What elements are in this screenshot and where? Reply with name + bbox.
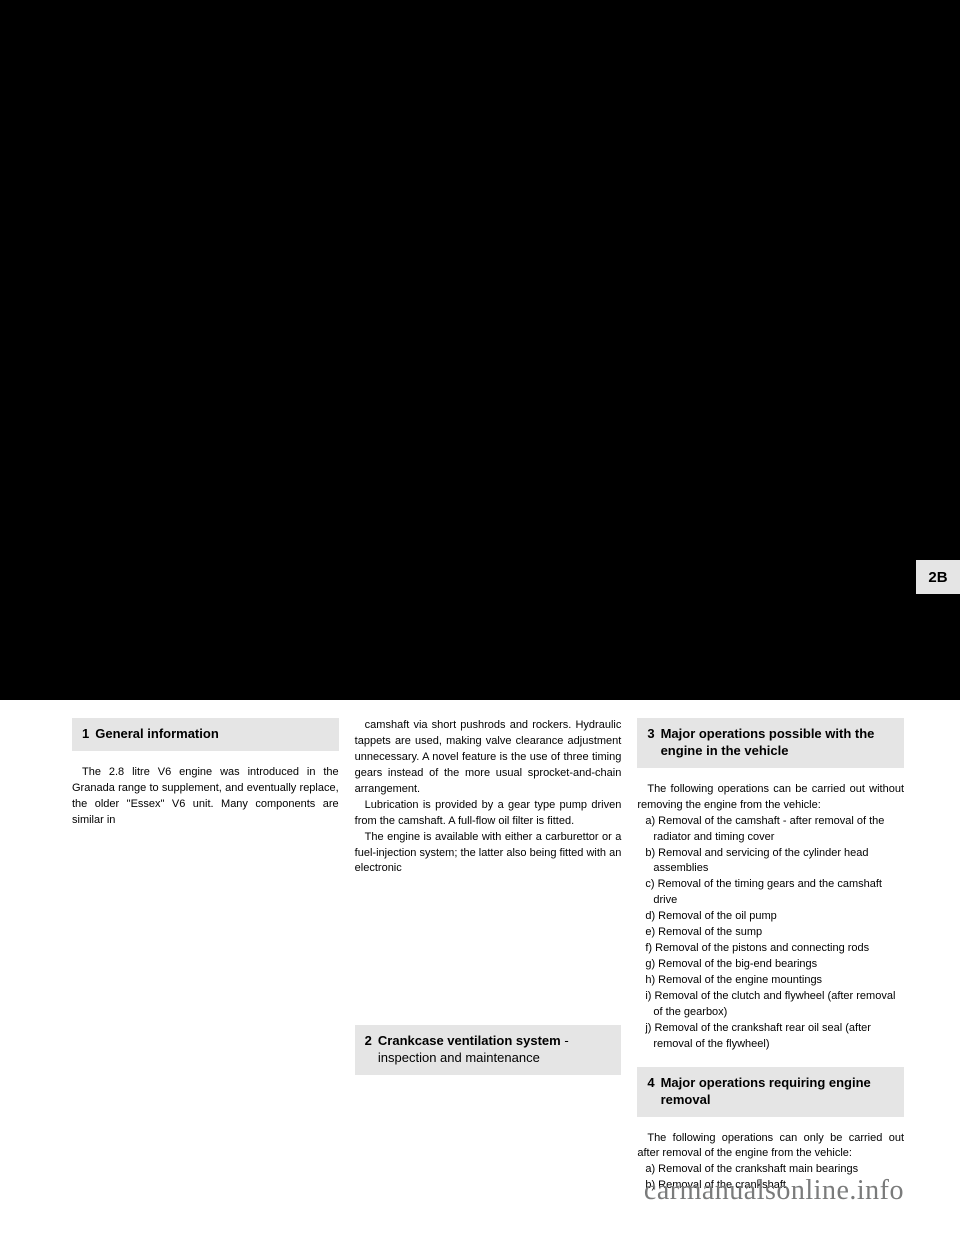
- section-number: 3: [647, 726, 654, 741]
- list-item: b) Removal and servicing of the cylinder…: [645, 846, 904, 878]
- list-item: g) Removal of the big-end bearings: [645, 957, 904, 973]
- section-header-2: 2 Crankcase ventilation system - inspect…: [355, 1025, 622, 1075]
- manual-page: 2B 1 General information The 2.8 litre V…: [0, 0, 960, 1235]
- paragraph: The following operations can only be car…: [637, 1131, 904, 1163]
- section-title: Major operations requiring engine remova…: [661, 1075, 894, 1109]
- section-3-intro: The following operations can be carried …: [637, 782, 904, 814]
- section-header-4: 4 Major operations requiring engine remo…: [637, 1067, 904, 1117]
- list-item: h) Removal of the engine mountings: [645, 973, 904, 989]
- list-item: j) Removal of the crankshaft rear oil se…: [645, 1021, 904, 1053]
- list-item: e) Removal of the sump: [645, 925, 904, 941]
- gap: [355, 877, 622, 1025]
- chapter-tab-label: 2B: [928, 569, 947, 586]
- operations-list: a) Removal of the camshaft - after remov…: [637, 814, 904, 1053]
- columns: 1 General information The 2.8 litre V6 e…: [72, 718, 904, 1194]
- section-number: 4: [647, 1075, 654, 1090]
- section-header-1: 1 General information: [72, 718, 339, 751]
- paragraph: The engine is available with either a ca…: [355, 830, 622, 878]
- column-2: camshaft via short pushrods and rockers.…: [355, 718, 622, 1194]
- section-title: Major operations possible with the engin…: [661, 726, 894, 760]
- watermark: carmanualsonline.info: [644, 1175, 904, 1207]
- content-area: 1 General information The 2.8 litre V6 e…: [0, 700, 960, 1194]
- column-3: 3 Major operations possible with the eng…: [637, 718, 904, 1194]
- list-item: d) Removal of the oil pump: [645, 909, 904, 925]
- list-item: f) Removal of the pistons and connecting…: [645, 941, 904, 957]
- col2-top-text: camshaft via short pushrods and rockers.…: [355, 718, 622, 877]
- section-4-intro: The following operations can only be car…: [637, 1131, 904, 1163]
- paragraph: Lubrication is provided by a gear type p…: [355, 798, 622, 830]
- paragraph: The following operations can be carried …: [637, 782, 904, 814]
- section-title: General information: [95, 726, 219, 743]
- list-item: a) Removal of the camshaft - after remov…: [645, 814, 904, 846]
- paragraph: The 2.8 litre V6 engine was introduced i…: [72, 765, 339, 829]
- column-1: 1 General information The 2.8 litre V6 e…: [72, 718, 339, 1194]
- section-1-body: The 2.8 litre V6 engine was introduced i…: [72, 765, 339, 829]
- paragraph: camshaft via short pushrods and rockers.…: [355, 718, 622, 798]
- list-item: c) Removal of the timing gears and the c…: [645, 877, 904, 909]
- section-header-3: 3 Major operations possible with the eng…: [637, 718, 904, 768]
- list-item: i) Removal of the clutch and flywheel (a…: [645, 989, 904, 1021]
- section-number: 1: [82, 726, 89, 741]
- redacted-area: [0, 0, 960, 700]
- chapter-tab: 2B: [916, 560, 960, 594]
- section-number: 2: [365, 1033, 372, 1048]
- section-title-main: Crankcase ventilation system: [378, 1033, 561, 1048]
- section-title: Crankcase ventilation system - inspectio…: [378, 1033, 611, 1067]
